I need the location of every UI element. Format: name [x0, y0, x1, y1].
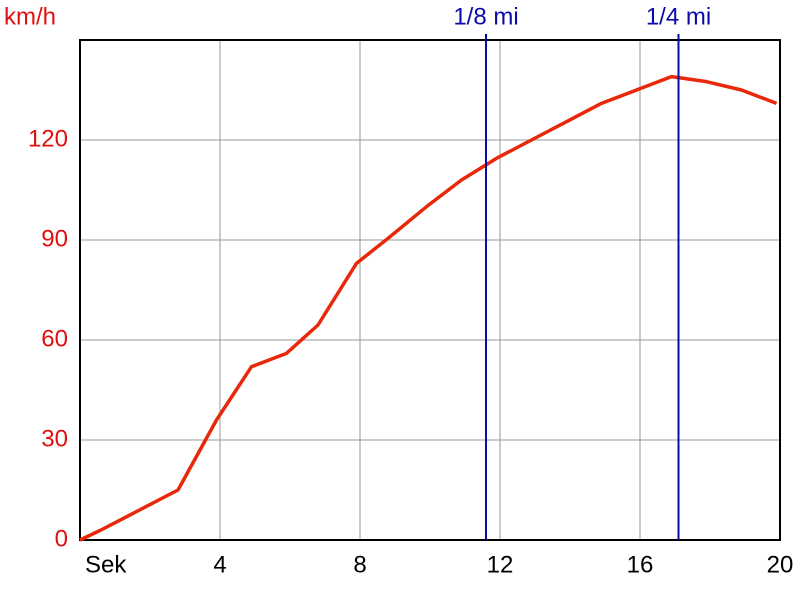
- x-tick-label: 20: [767, 551, 794, 578]
- y-tick-label: 120: [28, 125, 68, 152]
- data-line: [79, 74, 778, 542]
- plot-frame: [79, 39, 781, 541]
- x-tick-label: 8: [353, 551, 366, 578]
- y-tick-label: 90: [41, 225, 68, 252]
- y-tick-label: 60: [41, 325, 68, 352]
- distance-marker-label: 1/8 mi: [453, 3, 518, 30]
- x-tick-label: 16: [627, 551, 654, 578]
- distance-marker-label: 1/4 mi: [646, 3, 711, 30]
- x-tick-label: 4: [213, 551, 226, 578]
- x-tick-label: 12: [487, 551, 514, 578]
- y-tick-label: 30: [41, 425, 68, 452]
- y-tick-label: 0: [55, 525, 68, 552]
- y-axis-label: km/h: [4, 3, 56, 30]
- x-tick-label: Sek: [85, 551, 127, 578]
